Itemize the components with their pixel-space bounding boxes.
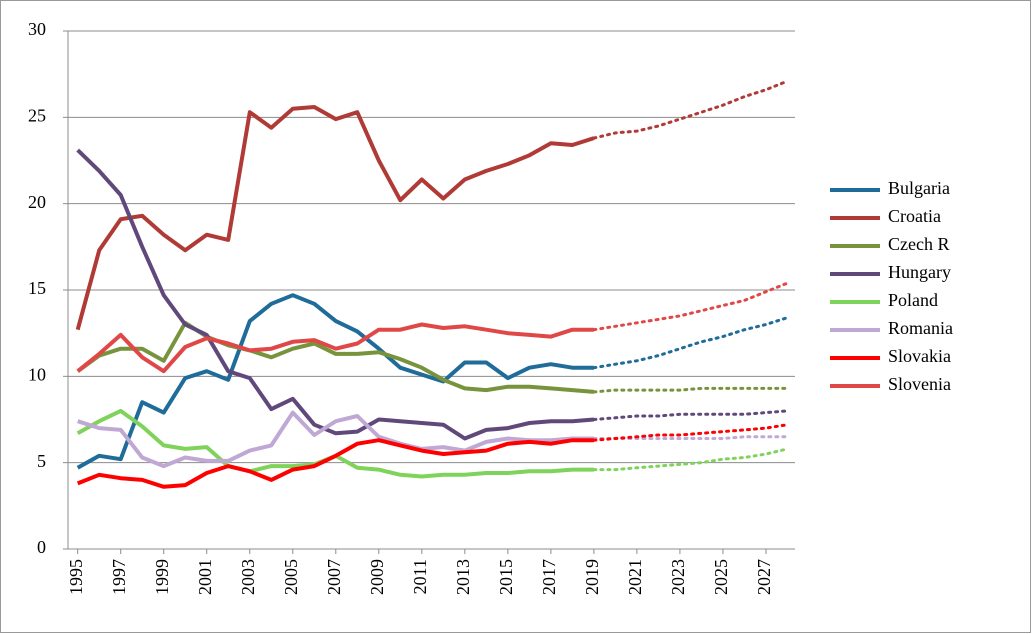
projection-line xyxy=(592,281,789,332)
data-line xyxy=(77,410,594,469)
projection-line xyxy=(592,79,789,140)
y-tick-label: 0 xyxy=(37,537,46,557)
projection-line xyxy=(592,409,789,421)
x-tick-label: 2003 xyxy=(238,559,258,595)
projection-line xyxy=(592,316,789,370)
y-tick-label: 20 xyxy=(28,192,46,212)
x-tick-label: 2007 xyxy=(324,559,344,595)
legend-label: Poland xyxy=(888,290,938,310)
x-tick-label: 1999 xyxy=(152,559,172,595)
data-line xyxy=(76,320,595,394)
x-tick-label: 1995 xyxy=(66,559,86,595)
data-line xyxy=(76,293,594,470)
projection-line xyxy=(592,423,789,442)
legend-label: Romania xyxy=(888,318,953,338)
y-tick-label: 5 xyxy=(37,451,46,471)
x-tick-label: 1997 xyxy=(109,559,129,595)
data-line xyxy=(76,322,594,374)
projection-line xyxy=(592,435,789,440)
data-line xyxy=(76,148,595,441)
x-tick-label: 2019 xyxy=(582,559,602,595)
x-tick-label: 2013 xyxy=(453,559,473,595)
x-tick-label: 2027 xyxy=(754,559,774,595)
legend-label: Hungary xyxy=(888,262,951,282)
y-tick-label: 30 xyxy=(28,19,46,39)
x-tick-label: 2025 xyxy=(711,559,731,595)
x-tick-label: 2015 xyxy=(496,559,516,595)
x-tick-label: 2001 xyxy=(195,559,215,595)
legend-label: Slovakia xyxy=(888,346,951,366)
data-line xyxy=(75,105,595,331)
y-tick-label: 25 xyxy=(28,105,46,125)
y-tick-label: 15 xyxy=(28,278,46,298)
x-tick-label: 2009 xyxy=(367,559,387,595)
x-tick-label: 2005 xyxy=(281,559,301,595)
legend-label: Czech R xyxy=(888,234,949,254)
data-line xyxy=(76,438,594,489)
legend-label: Croatia xyxy=(888,206,941,226)
projection-line xyxy=(592,447,789,472)
x-tick-label: 2023 xyxy=(668,559,688,595)
x-tick-label: 2021 xyxy=(625,559,645,595)
y-tick-label: 10 xyxy=(28,364,46,384)
projection-line xyxy=(592,386,789,394)
legend-label: Slovenia xyxy=(888,374,951,394)
x-tick-label: 2017 xyxy=(539,559,559,595)
x-tick-label: 2011 xyxy=(410,559,430,594)
legend-label: Bulgaria xyxy=(888,178,950,198)
